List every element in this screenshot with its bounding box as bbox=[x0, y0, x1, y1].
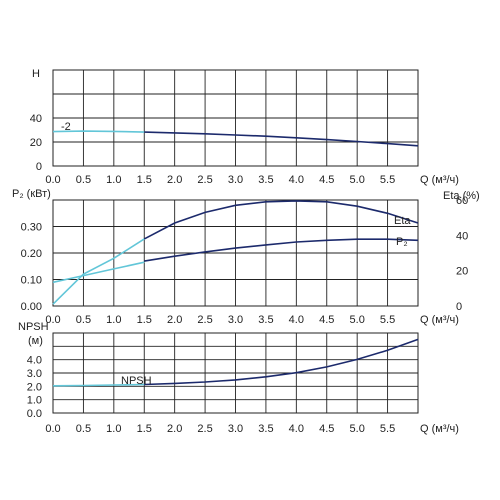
p2-eta-curves bbox=[52, 200, 419, 305]
2-curve-light bbox=[52, 130, 145, 133]
x-tick-label: 2.0 bbox=[167, 314, 182, 326]
y-tick-label: 0.00 bbox=[21, 301, 42, 313]
x-tick-label: 1.5 bbox=[137, 174, 152, 186]
x-tick-label: 4.5 bbox=[319, 423, 334, 435]
x-tick-label: 4.5 bbox=[319, 174, 334, 186]
npsh-x-axis-title: Q (м³/ч) bbox=[420, 423, 459, 435]
p2-axis-title: P₂ (кВт) bbox=[12, 188, 51, 200]
npsh-panel: NPSH (м) 0.01.02.03.04.0 0.0 0.5 1.0 1.5 2.0… bbox=[18, 321, 459, 435]
x-tick-label: 0.0 bbox=[45, 174, 60, 186]
y-tick-label: 0.20 bbox=[21, 248, 42, 260]
npsh-curves bbox=[52, 338, 419, 387]
p2-y-tick-labels: 0.00 0.10 0.20 0.30 bbox=[21, 222, 42, 314]
npsh-curve-dark bbox=[144, 338, 419, 386]
y-tick-label: 0.0 bbox=[27, 408, 42, 420]
h-grid bbox=[52, 69, 419, 167]
p2-x-tick-labels: 0.0 0.5 1.0 1.5 2.0 2.5 3.0 3.5 4.0 4.5 5.0 5.5 bbox=[45, 314, 395, 326]
npsh-curve-label: NPSH bbox=[121, 375, 152, 387]
y-tick-label: 3.0 bbox=[27, 368, 42, 380]
y-tick-label: 0.30 bbox=[21, 222, 42, 234]
p2-frame bbox=[52, 199, 419, 307]
eta-curve-dark bbox=[143, 200, 419, 240]
x-tick-label: 5.5 bbox=[380, 174, 395, 186]
p2-curve-light bbox=[52, 261, 145, 284]
p2-grid bbox=[52, 199, 419, 307]
y-tick-label: 20 bbox=[30, 137, 42, 149]
x-tick-label: 3.0 bbox=[228, 314, 243, 326]
p2-curve-dark bbox=[144, 238, 419, 262]
x-tick-label: 2.5 bbox=[197, 423, 212, 435]
h-curves bbox=[52, 130, 419, 147]
y-right-tick-label: 20 bbox=[456, 266, 468, 278]
x-tick-label: 2.5 bbox=[197, 174, 212, 186]
y-right-tick-label: 60 bbox=[456, 195, 468, 207]
x-tick-label: 1.5 bbox=[137, 423, 152, 435]
x-tick-label: 4.5 bbox=[319, 314, 334, 326]
x-tick-label: 1.0 bbox=[106, 314, 121, 326]
x-tick-label: 4.0 bbox=[289, 314, 304, 326]
h-curve-label: -2 bbox=[61, 121, 71, 133]
y-tick-label: 0 bbox=[36, 161, 42, 173]
x-tick-label: 5.5 bbox=[380, 423, 395, 435]
npsh-curve-light bbox=[52, 383, 145, 387]
npsh-frame bbox=[52, 332, 419, 414]
h-axis-title: H bbox=[32, 68, 40, 80]
x-tick-label: 1.5 bbox=[137, 314, 152, 326]
y-right-tick-label: 40 bbox=[456, 230, 468, 242]
x-tick-label: 2.0 bbox=[167, 423, 182, 435]
x-tick-label: 3.0 bbox=[228, 174, 243, 186]
y-tick-label: 40 bbox=[30, 113, 42, 125]
h-x-axis-title: Q (м³/ч) bbox=[420, 174, 459, 186]
power-efficiency-panel: P₂ (кВт) Eta (%) 0.00 0.10 0.20 0.30 0 20 40 6… bbox=[12, 188, 480, 326]
y-right-tick-label: 0 bbox=[456, 301, 462, 313]
x-tick-label: 0.0 bbox=[45, 314, 60, 326]
h-y-tick-labels: 0 20 40 bbox=[30, 113, 42, 173]
x-tick-label: 3.5 bbox=[258, 314, 273, 326]
x-tick-label: 4.0 bbox=[289, 174, 304, 186]
npsh-grid bbox=[52, 332, 419, 414]
eta-curve-label: Eta bbox=[394, 215, 411, 227]
eta-y-tick-labels: 0 20 40 60 bbox=[456, 195, 468, 313]
x-tick-label: 3.5 bbox=[258, 174, 273, 186]
npsh-y-tick-labels: 0.01.0 2.03.04.0 bbox=[27, 355, 42, 420]
x-tick-label: 0.0 bbox=[45, 423, 60, 435]
x-tick-label: 1.0 bbox=[106, 423, 121, 435]
npsh-x-tick-labels: 0.0 0.5 1.0 1.5 2.0 2.5 3.0 3.5 4.0 4.5 5.0 5.5 bbox=[45, 423, 395, 435]
y-tick-label: 1.0 bbox=[27, 395, 42, 407]
x-tick-label: 5.0 bbox=[350, 174, 365, 186]
x-tick-label: 5.0 bbox=[350, 314, 365, 326]
x-tick-label: 5.0 bbox=[350, 423, 365, 435]
x-tick-label: 2.5 bbox=[197, 314, 212, 326]
x-tick-label: 1.0 bbox=[106, 174, 121, 186]
h-frame bbox=[52, 69, 419, 167]
eta-axis-title: Eta (%) bbox=[443, 190, 480, 202]
2-curve-dark bbox=[144, 131, 419, 147]
x-tick-label: 3.0 bbox=[228, 423, 243, 435]
x-tick-label: 4.0 bbox=[289, 423, 304, 435]
x-tick-label: 3.5 bbox=[258, 423, 273, 435]
p2-x-axis-title: Q (м³/ч) bbox=[420, 314, 459, 326]
x-tick-label: 0.5 bbox=[76, 423, 91, 435]
p2-curve-label: P₂ bbox=[396, 236, 408, 248]
x-tick-label: 0.5 bbox=[76, 174, 91, 186]
npsh-axis-title-line: NPSH bbox=[18, 321, 49, 333]
npsh-axis-unit-line: (м) bbox=[28, 335, 43, 347]
x-tick-label: 5.5 bbox=[380, 314, 395, 326]
y-tick-label: 0.10 bbox=[21, 275, 42, 287]
npsh-axis-title: NPSH (м) bbox=[18, 321, 52, 347]
y-tick-label: 4.0 bbox=[27, 355, 42, 367]
x-tick-label: 2.0 bbox=[167, 174, 182, 186]
y-tick-label: 2.0 bbox=[27, 381, 42, 393]
h-x-tick-labels: 0.0 0.5 1.0 1.5 2.0 2.5 3.0 3.5 4.0 4.5 5.0 5.5 bbox=[45, 174, 395, 186]
eta-curve-light bbox=[52, 238, 145, 305]
h-panel: H 0 20 40 0.0 0.5 1.0 1.5 2.0 2.5 3.0 3.5 4.0 4.5 5.… bbox=[30, 68, 459, 186]
x-tick-label: 0.5 bbox=[76, 314, 91, 326]
